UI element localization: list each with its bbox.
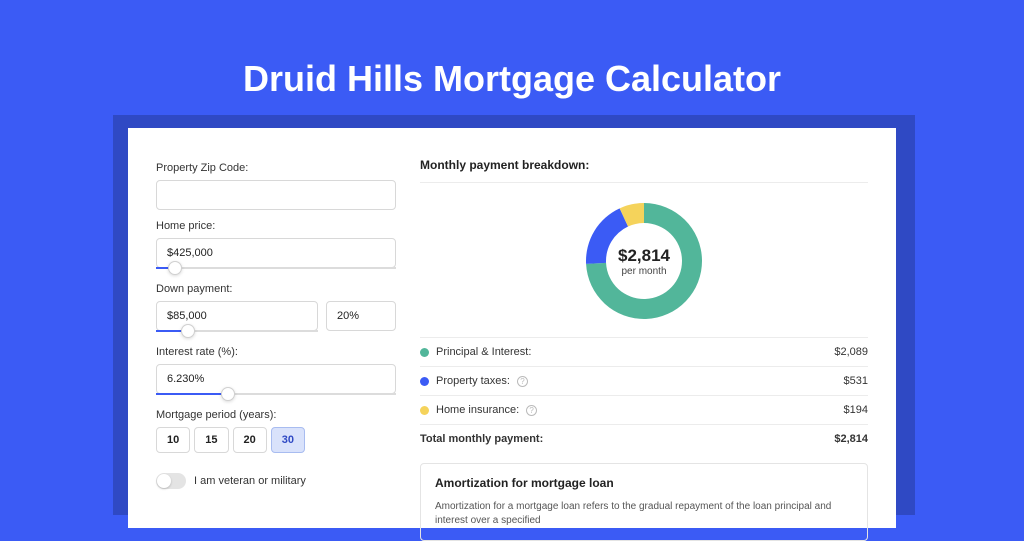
interest-rate-input[interactable]	[156, 364, 396, 394]
period-group: 10152030	[156, 427, 396, 453]
legend-dot	[420, 377, 429, 386]
breakdown-value: $531	[844, 375, 868, 387]
info-icon[interactable]: ?	[526, 405, 537, 416]
down-payment-input[interactable]	[156, 301, 318, 331]
form-panel: Property Zip Code: Home price: Down paym…	[156, 148, 396, 508]
period-button-10[interactable]: 10	[156, 427, 190, 453]
legend-dot	[420, 406, 429, 415]
amortization-title: Amortization for mortgage loan	[435, 476, 853, 490]
breakdown-label: Home insurance:	[436, 404, 519, 416]
total-value: $2,814	[834, 433, 868, 445]
legend-dot	[420, 348, 429, 357]
total-row: Total monthly payment: $2,814	[420, 425, 868, 457]
breakdown-row: Property taxes:? $531	[420, 367, 868, 396]
donut-chart-wrap: $2,814 per month	[420, 191, 868, 338]
slider-thumb[interactable]	[221, 387, 235, 401]
donut-center-sub: per month	[621, 266, 666, 277]
period-button-30[interactable]: 30	[271, 427, 305, 453]
amortization-text: Amortization for a mortgage loan refers …	[435, 500, 853, 528]
breakdown-row: Principal & Interest: $2,089	[420, 338, 868, 367]
donut-center-amount: $2,814	[618, 246, 670, 266]
toggle-knob	[157, 474, 171, 488]
breakdown-label: Principal & Interest:	[436, 346, 531, 358]
amortization-box: Amortization for mortgage loan Amortizat…	[420, 463, 868, 541]
home-price-label: Home price:	[156, 220, 396, 232]
interest-rate-slider[interactable]	[156, 393, 396, 395]
breakdown-value: $2,089	[834, 346, 868, 358]
slider-thumb[interactable]	[181, 324, 195, 338]
calculator-card: Property Zip Code: Home price: Down paym…	[128, 128, 896, 528]
slider-thumb[interactable]	[168, 261, 182, 275]
interest-rate-label: Interest rate (%):	[156, 346, 396, 358]
period-button-15[interactable]: 15	[194, 427, 228, 453]
zip-input[interactable]	[156, 180, 396, 210]
breakdown-title: Monthly payment breakdown:	[420, 158, 868, 183]
period-button-20[interactable]: 20	[233, 427, 267, 453]
breakdown-panel: Monthly payment breakdown: $2,814 per mo…	[420, 148, 868, 508]
breakdown-row: Home insurance:? $194	[420, 396, 868, 425]
down-payment-slider[interactable]	[156, 330, 318, 332]
donut-chart: $2,814 per month	[582, 199, 706, 323]
home-price-slider[interactable]	[156, 267, 396, 269]
breakdown-label: Property taxes:	[436, 375, 510, 387]
home-price-input[interactable]	[156, 238, 396, 268]
veteran-label: I am veteran or military	[194, 475, 306, 487]
zip-label: Property Zip Code:	[156, 162, 396, 174]
down-payment-label: Down payment:	[156, 283, 396, 295]
period-label: Mortgage period (years):	[156, 409, 396, 421]
total-label: Total monthly payment:	[420, 433, 543, 445]
page-title: Druid Hills Mortgage Calculator	[0, 58, 1024, 100]
down-payment-percent-input[interactable]	[326, 301, 396, 331]
info-icon[interactable]: ?	[517, 376, 528, 387]
veteran-toggle[interactable]	[156, 473, 186, 489]
breakdown-value: $194	[844, 404, 868, 416]
